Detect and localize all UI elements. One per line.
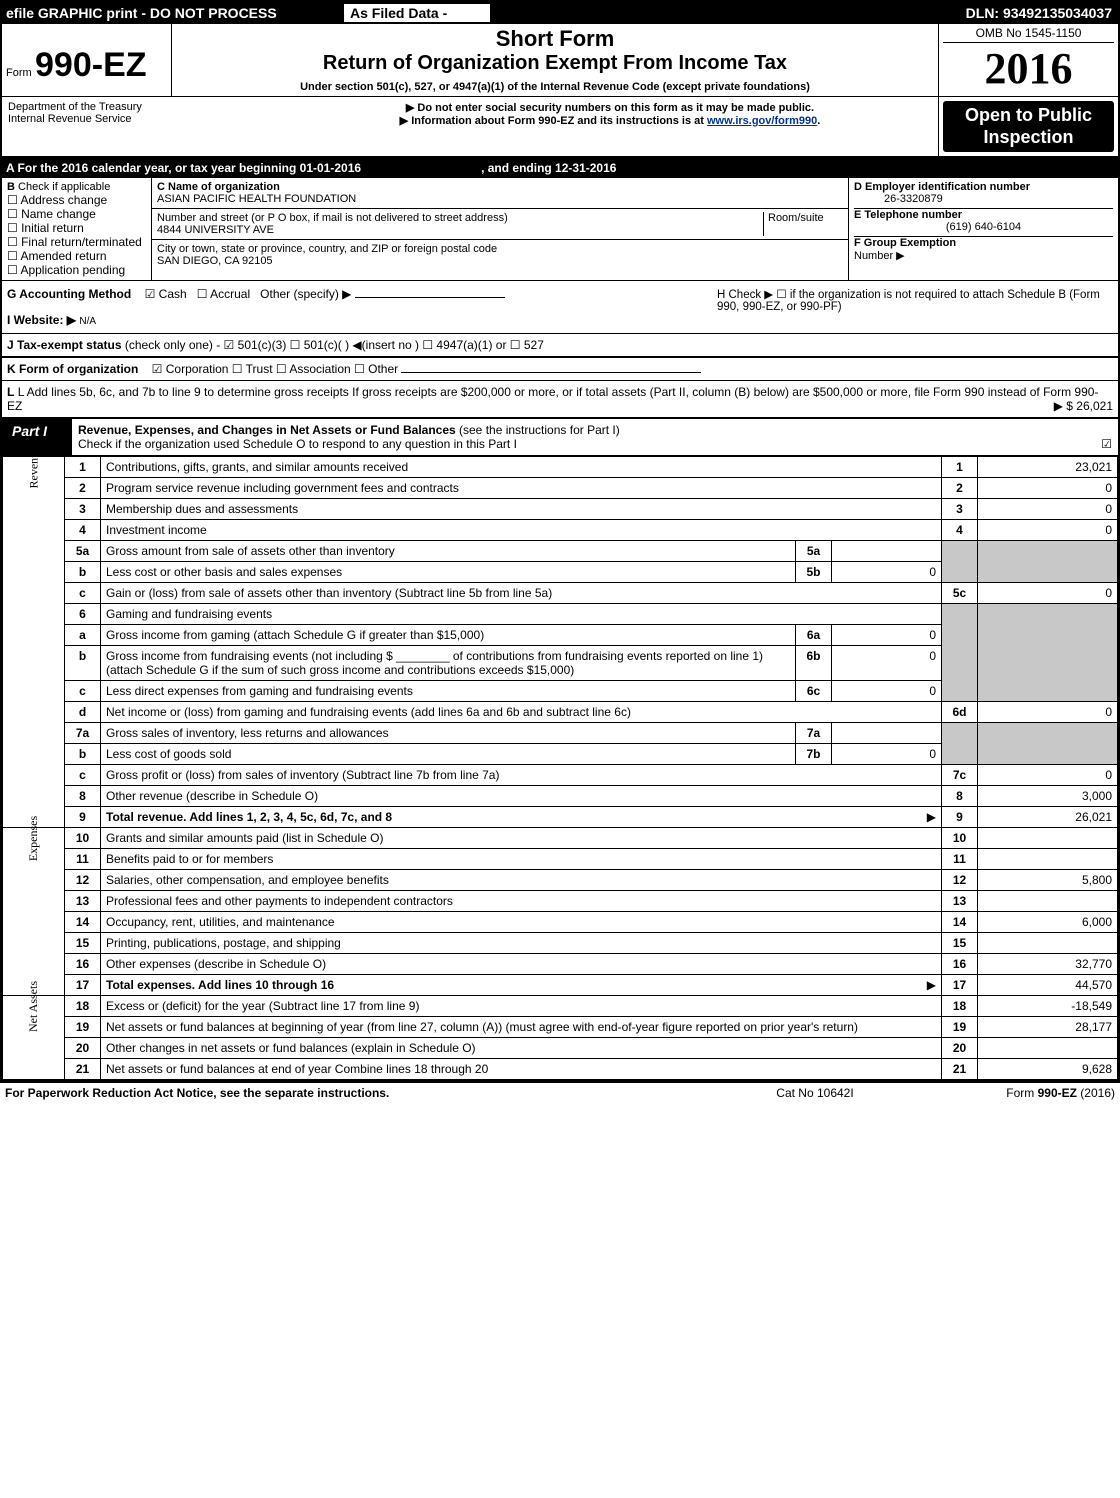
website-value: N/A (79, 316, 96, 327)
catalog-number: Cat No 10642I (715, 1086, 915, 1100)
line-6b-value: 0 (832, 646, 942, 681)
other-line[interactable] (355, 297, 505, 298)
net-assets-sidelabel: Net Assets (3, 996, 65, 1080)
accrual-checkbox[interactable]: ☐ Accrual (197, 287, 250, 301)
line-10-amount (978, 828, 1118, 849)
cash-checkbox[interactable]: ☑ Cash (145, 287, 187, 301)
header-row-1: Form 990-EZ Short Form Return of Organiz… (2, 24, 1118, 97)
line-16-amount: 32,770 (978, 954, 1118, 975)
schedule-o-checkbox[interactable]: ☑ (1101, 437, 1112, 451)
page-footer: For Paperwork Reduction Act Notice, see … (0, 1082, 1120, 1103)
section-i-label: I Website: ▶ (7, 313, 76, 327)
addr-value: 4844 UNIVERSITY AVE (157, 224, 763, 236)
omb-number: OMB No 1545-1150 (943, 26, 1114, 43)
open-to-public: Open to Public Inspection (943, 101, 1114, 152)
city-value: SAN DIEGO, CA 92105 (157, 255, 843, 267)
info-line: ▶ Information about Form 990-EZ and its … (288, 114, 932, 127)
form-990ez: efile GRAPHIC print - DO NOT PROCESS As … (0, 0, 1120, 1082)
check-name-change[interactable]: ☐ Name change (7, 207, 146, 221)
check-address-change[interactable]: ☐ Address change (7, 193, 146, 207)
line-20-amount (978, 1038, 1118, 1059)
expenses-sidelabel: Expenses (3, 828, 65, 996)
line-13-amount (978, 891, 1118, 912)
section-j: J Tax-exempt status (check only one) - ☑… (2, 334, 1118, 358)
section-g-h: G Accounting Method ☑ Cash ☐ Accrual Oth… (2, 281, 1118, 334)
check-initial-return[interactable]: ☐ Initial return (7, 221, 146, 235)
line-21-amount: 9,628 (978, 1059, 1118, 1080)
tax-year: 2016 (943, 43, 1114, 94)
section-h: H Check ▶ ☐ if the organization is not r… (717, 287, 1113, 327)
line-4-amount: 0 (978, 520, 1118, 541)
form-number: 990-EZ (35, 46, 147, 84)
part-1-header: Part I Revenue, Expenses, and Changes in… (2, 419, 1118, 456)
ein-value: 26-3320879 (854, 193, 1113, 209)
line-12-amount: 5,800 (978, 870, 1118, 891)
as-filed-box: As Filed Data - (342, 2, 492, 24)
part-1-table: Revenue 1 Contributions, gifts, grants, … (2, 456, 1118, 1080)
line-8-amount: 3,000 (978, 786, 1118, 807)
line-9-amount: 26,021 (978, 807, 1118, 828)
room-suite-label: Room/suite (763, 212, 843, 236)
line-11-amount (978, 849, 1118, 870)
short-form-title: Short Form (178, 26, 932, 52)
org-name: ASIAN PACIFIC HEALTH FOUNDATION (157, 193, 843, 205)
section-c-label: C Name of organization (157, 181, 843, 193)
line-3-amount: 0 (978, 499, 1118, 520)
part-1-title: Revenue, Expenses, and Changes in Net As… (78, 423, 456, 437)
line-6c-value: 0 (832, 681, 942, 702)
dln-text: DLN: 93492135034037 (492, 5, 1118, 21)
section-c: C Name of organization ASIAN PACIFIC HEA… (152, 178, 848, 280)
line-15-amount (978, 933, 1118, 954)
line-6a-value: 0 (832, 625, 942, 646)
section-a: A For the 2016 calendar year, or tax yea… (2, 158, 1118, 178)
line-5b-value: 0 (832, 562, 942, 583)
line-2-amount: 0 (978, 478, 1118, 499)
phone-value: (619) 640-6104 (854, 221, 1113, 237)
gross-receipts: ▶ $ 26,021 (1054, 399, 1113, 413)
line-6d-amount: 0 (978, 702, 1118, 723)
sections-d-e-f: D Employer identification number 26-3320… (848, 178, 1118, 280)
main-title: Return of Organization Exempt From Incom… (178, 52, 932, 75)
section-k: K Form of organization ☑ Corporation ☐ T… (2, 358, 1118, 381)
line-7c-amount: 0 (978, 765, 1118, 786)
sections-b-through-f: B Check if applicable ☐ Address change ☐… (2, 178, 1118, 281)
check-application-pending[interactable]: ☐ Application pending (7, 263, 146, 277)
check-final-return[interactable]: ☐ Final return/terminated (7, 235, 146, 249)
irs-link[interactable]: www.irs.gov/form990 (707, 115, 817, 127)
line-19-amount: 28,177 (978, 1017, 1118, 1038)
section-l: L L Add lines 5b, 6c, and 7b to line 9 t… (2, 381, 1118, 419)
other-specify: Other (specify) ▶ (260, 287, 351, 301)
form-identifier: Form 990-EZ (2016) (915, 1086, 1115, 1100)
topbar: efile GRAPHIC print - DO NOT PROCESS As … (2, 2, 1118, 24)
pra-notice: For Paperwork Reduction Act Notice, see … (5, 1086, 715, 1100)
irs-text: Internal Revenue Service (8, 113, 276, 125)
form-prefix: Form (6, 67, 32, 79)
check-amended-return[interactable]: ☐ Amended return (7, 249, 146, 263)
section-d-label: D Employer identification number (854, 181, 1113, 193)
section-g-label: G Accounting Method (7, 287, 131, 301)
city-label: City or town, state or province, country… (157, 243, 843, 255)
line-7b-value: 0 (832, 744, 942, 765)
ssn-warning: ▶ Do not enter social security numbers o… (288, 101, 932, 114)
line-14-amount: 6,000 (978, 912, 1118, 933)
line-18-amount: -18,549 (978, 996, 1118, 1017)
line-5c-amount: 0 (978, 583, 1118, 604)
section-b: B Check if applicable ☐ Address change ☐… (2, 178, 152, 280)
efile-text: efile GRAPHIC print - DO NOT PROCESS (2, 5, 342, 21)
line-17-amount: 44,570 (978, 975, 1118, 996)
subtitle: Under section 501(c), 527, or 4947(a)(1)… (178, 81, 932, 93)
section-e-label: E Telephone number (854, 209, 1113, 221)
section-f: F Group Exemption Number ▶ (854, 237, 1113, 262)
line-1-amount: 23,021 (978, 457, 1118, 478)
addr-label: Number and street (or P O box, if mail i… (157, 212, 763, 224)
header-row-2: Department of the Treasury Internal Reve… (2, 97, 1118, 158)
dept-treasury: Department of the Treasury (8, 101, 276, 113)
revenue-sidelabel: Revenue (3, 457, 65, 828)
